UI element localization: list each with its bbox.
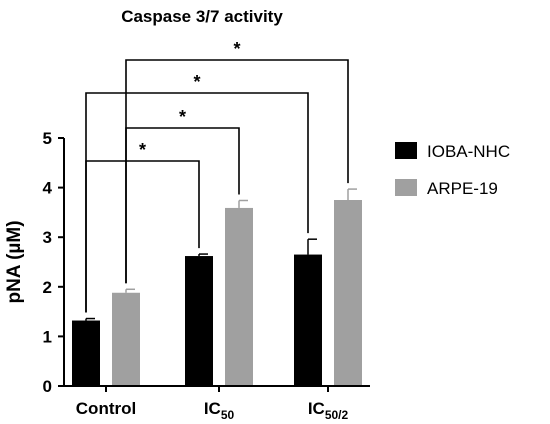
y-tick-label-3: 3 bbox=[43, 228, 52, 247]
significance-label-3: * bbox=[233, 39, 240, 59]
significance-label-0: * bbox=[139, 140, 146, 160]
bar-ioba-nhc-2 bbox=[294, 254, 322, 386]
bar-arpe-19-0 bbox=[112, 292, 140, 386]
legend-swatch-ioba-nhc bbox=[395, 142, 417, 159]
x-tick-label-0: Control bbox=[76, 399, 136, 418]
significance-label-2: * bbox=[193, 72, 200, 92]
bar-arpe-19-2 bbox=[334, 200, 362, 386]
legend: IOBA-NHC ARPE-19 bbox=[395, 142, 510, 198]
x-tick-label-1: IC50 bbox=[204, 399, 235, 422]
plot-area: 0 1 2 3 4 5 Control IC50 IC50/2 * * * * bbox=[43, 39, 370, 422]
y-axis-label: pNA (µM) bbox=[4, 220, 25, 303]
legend-label-arpe-19: ARPE-19 bbox=[427, 179, 498, 198]
significance-bracket-0 bbox=[85, 160, 200, 313]
y-tick-label-4: 4 bbox=[43, 179, 53, 198]
bar-ioba-nhc-1 bbox=[185, 256, 213, 386]
significance-bracket-2 bbox=[85, 92, 309, 313]
y-tick-label-5: 5 bbox=[43, 129, 52, 148]
chart-title: Caspase 3/7 activity bbox=[121, 7, 283, 26]
significance-label-1: * bbox=[179, 107, 186, 127]
y-tick-label-2: 2 bbox=[43, 278, 52, 297]
bar-ioba-nhc-0 bbox=[72, 320, 100, 386]
legend-swatch-arpe-19 bbox=[395, 179, 417, 196]
y-tick-label-1: 1 bbox=[43, 327, 52, 346]
significance-bracket-3 bbox=[125, 59, 349, 284]
x-tick-label-2: IC50/2 bbox=[308, 399, 349, 422]
y-tick-label-0: 0 bbox=[43, 377, 52, 396]
bar-arpe-19-1 bbox=[225, 207, 253, 386]
legend-label-ioba-nhc: IOBA-NHC bbox=[427, 142, 510, 161]
